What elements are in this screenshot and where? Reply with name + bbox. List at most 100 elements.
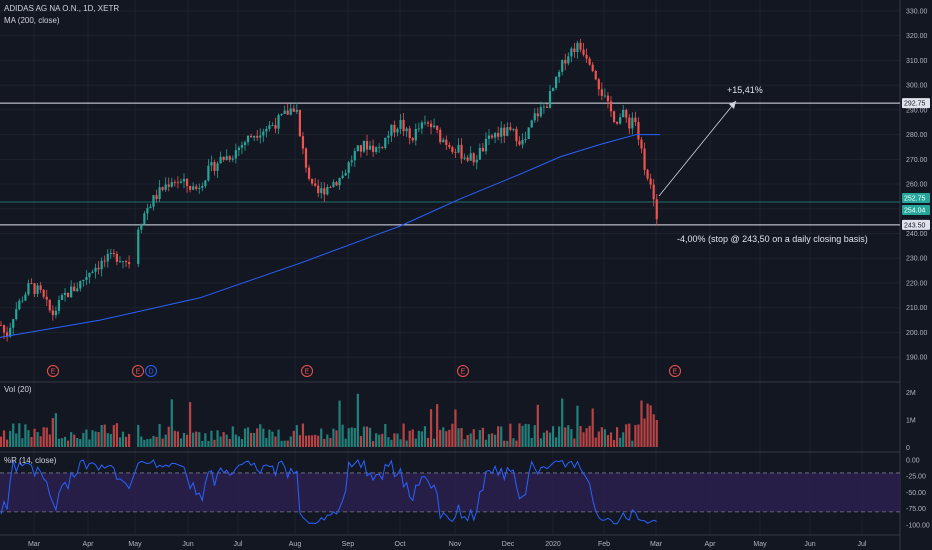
volume-bar [588,425,591,447]
price-tick-label: 300.00 [906,83,928,90]
williams-r-legend[interactable]: %R (14, close) [4,456,57,465]
volume-bar [463,439,466,447]
candle-body [63,292,67,296]
candle-body [652,184,655,200]
volume-legend[interactable]: Vol (20) [4,385,32,394]
time-tick-label: Jul [234,541,243,548]
candle-body [362,140,366,152]
candle-body [207,165,210,181]
volume-bar [262,428,265,447]
time-tick-label: 2020 [545,541,561,548]
volume-bar [399,439,402,447]
volume-bar [649,405,652,447]
price-tick-label: 320.00 [906,33,928,40]
candle-body [170,182,173,187]
candle-body [112,252,115,254]
candle-body [323,188,326,195]
candle-body [57,299,61,311]
price-tag-label: 292.75 [904,101,926,108]
volume-bar [594,437,597,447]
candle-body [149,206,152,209]
candle-body [619,117,622,124]
candle-body [500,127,503,137]
volume-tick-label: 0 [906,445,910,452]
candle-body [646,169,649,179]
volume-bar [149,438,152,447]
ma-legend[interactable]: MA (200, close) [4,16,60,25]
candle-body [27,283,30,295]
volume-bar [24,424,27,447]
volume-bar [420,431,423,447]
earnings-marker-circle [47,365,59,377]
candle-body [79,281,82,289]
candle-body [622,109,625,118]
volume-bar [472,429,475,447]
volume-bar [152,435,155,447]
earnings-marker-label: E [51,369,56,376]
time-tick-label: May [753,541,767,548]
volume-bar [82,432,85,447]
candle-body [612,111,616,122]
volume-bar [167,426,170,447]
volume-bar [539,438,542,447]
price-tags: 292.75 252.75 254.04 243.50 [902,98,930,230]
candle-body [353,150,356,161]
volume-bar [506,440,509,447]
symbol-title[interactable]: ADIDAS AG NA O.N., 1D, XETR [4,4,119,13]
volume-bar [530,437,533,447]
candle-body [97,267,100,270]
volume-bar [378,434,381,447]
candle-body [329,186,332,188]
time-tick-label: Nov [449,541,462,548]
volume-bar [268,429,271,447]
volume-bar [576,405,579,447]
price-tag [902,219,930,230]
earnings-marker-label: D [148,369,153,376]
candle-body [9,327,12,337]
projection-line[interactable] [658,100,737,197]
volume-bar [51,418,54,447]
candle-body [152,195,155,207]
volume-bar [9,430,12,447]
candle-body [512,128,515,130]
volume-bar [500,426,503,447]
candle-body [167,184,170,187]
volume-bar [411,429,414,447]
volume-bar [173,430,176,447]
candle-body [640,139,643,149]
volume-bar [423,426,427,447]
earnings-marker-circle [669,365,681,377]
candle-body [555,76,558,89]
candle-body [265,128,268,132]
candle-body [399,119,402,129]
time-tick-label: Sep [342,541,355,548]
candle-body [597,79,600,90]
volume-bar [277,429,280,447]
volume-bar [536,404,539,447]
volume-bar [182,432,186,447]
candle-body [536,113,539,117]
volume-bar [524,423,527,447]
candle-body [219,156,222,164]
earnings-marker-circle [457,365,469,377]
volume-bar [643,418,646,447]
volume-bar [338,400,341,447]
candle-body [311,178,314,184]
volume-bar [271,431,274,447]
price-tag-label: 243.50 [904,222,926,229]
volume-bar [429,409,433,447]
volume-bar [515,440,518,447]
candle-body [280,113,283,116]
volume-bar [381,433,384,447]
volume-bar [39,436,42,447]
candle-body [24,294,27,301]
candle-body [189,186,192,190]
candle-body [128,262,131,265]
candle-body [466,157,469,161]
candle-body [18,300,21,310]
volume-bar [561,398,564,447]
williams-r-axis: 0.00 -25.00 -50.00 -75.00 -100.00 [906,457,930,529]
candle-body [414,129,417,141]
candle-body [469,153,472,161]
